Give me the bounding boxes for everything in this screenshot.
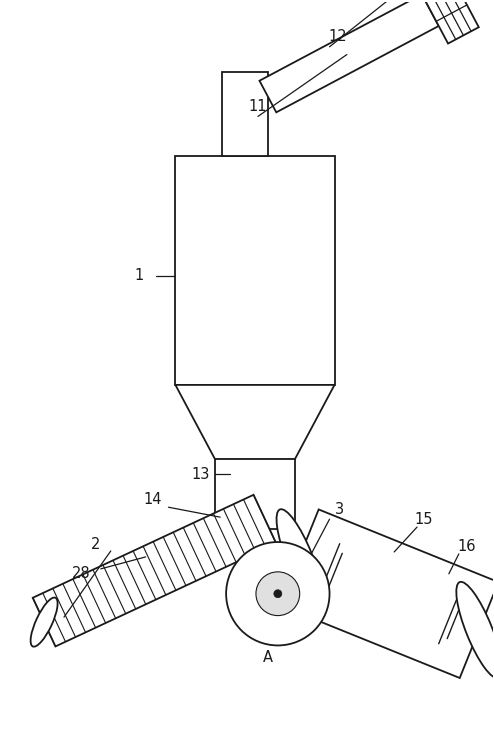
Text: A: A — [263, 650, 273, 665]
Polygon shape — [175, 385, 334, 459]
Polygon shape — [175, 157, 334, 385]
Ellipse shape — [31, 598, 58, 647]
Polygon shape — [222, 72, 268, 157]
Text: 3: 3 — [335, 502, 344, 517]
Text: 14: 14 — [143, 492, 162, 506]
Polygon shape — [412, 0, 479, 43]
Text: 12: 12 — [328, 29, 347, 44]
Ellipse shape — [456, 582, 494, 678]
Text: 16: 16 — [457, 539, 476, 554]
Ellipse shape — [277, 509, 322, 606]
Polygon shape — [259, 0, 439, 112]
Circle shape — [274, 589, 282, 598]
Circle shape — [256, 572, 300, 616]
Polygon shape — [33, 495, 276, 647]
Text: 1: 1 — [134, 268, 143, 283]
Polygon shape — [280, 509, 494, 678]
Text: 11: 11 — [248, 99, 267, 114]
Circle shape — [226, 542, 329, 645]
Polygon shape — [215, 459, 295, 529]
Text: 13: 13 — [191, 467, 209, 482]
Text: 28: 28 — [72, 567, 90, 581]
Text: 15: 15 — [415, 512, 433, 527]
Text: 2: 2 — [91, 537, 101, 551]
